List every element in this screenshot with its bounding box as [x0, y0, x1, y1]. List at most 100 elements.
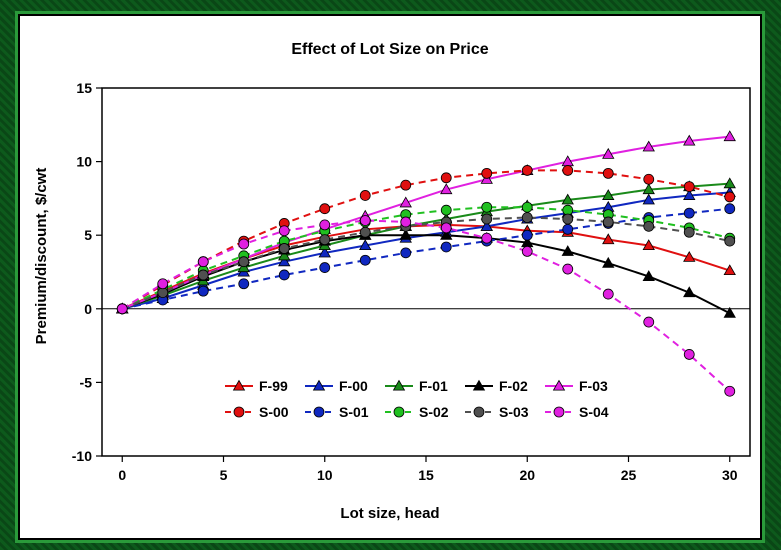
- x-tick-label: 15: [418, 467, 434, 483]
- legend-entry-s-02: S-02: [385, 404, 449, 420]
- y-tick-label: -5: [80, 374, 93, 390]
- legend-entry-f-99: F-99: [225, 378, 288, 394]
- data-point-f-00: [480, 220, 493, 231]
- data-point-f-00: [318, 246, 331, 258]
- data-point-s-01: [440, 241, 452, 253]
- legend-marker: [232, 379, 246, 391]
- data-point-s-04: [238, 238, 250, 250]
- data-point-f-02: [440, 228, 453, 240]
- data-point-s-01: [521, 229, 533, 241]
- data-point-s-00: [724, 191, 736, 203]
- legend: F-99 F-00 F-01 F-02 F-03 S-00 S-01 S-02 S-03 S-04: [225, 378, 609, 420]
- data-point-f-00: [359, 239, 372, 251]
- data-point-s-00: [440, 172, 452, 184]
- data-point-s-03: [643, 220, 655, 232]
- legend-entry-f-00: F-00: [305, 378, 368, 394]
- series-line-f-02: [121, 234, 731, 315]
- data-point-f-01: [561, 193, 574, 205]
- legend-entry-s-04: S-04: [545, 404, 609, 420]
- data-point-s-04: [197, 256, 209, 268]
- data-point-f-99: [723, 264, 736, 276]
- legend-marker: [233, 406, 245, 418]
- legend-marker: [313, 406, 325, 418]
- data-point-s-04: [319, 219, 331, 231]
- chart-panel: Effect of Lot Size on Price Lot size, he…: [15, 11, 765, 543]
- data-point-s-02: [481, 201, 493, 213]
- data-point-s-01: [562, 223, 574, 235]
- legend-label: F-03: [579, 378, 608, 394]
- data-point-f-03: [440, 183, 453, 195]
- legend-marker: [472, 379, 486, 391]
- legend-marker: [473, 406, 485, 418]
- legend-label: S-00: [259, 404, 289, 420]
- series-line-s-00: [121, 169, 730, 310]
- legend-marker: [392, 379, 406, 391]
- data-point-s-01: [319, 262, 331, 273]
- plot-area: 0 5 10 15 20 25 30 -10 -5 0 5 10 15: [72, 80, 751, 483]
- legend-entry-f-03: F-03: [545, 378, 608, 394]
- legend-marker: [553, 406, 565, 418]
- data-point-s-01: [683, 207, 695, 219]
- data-point-s-00: [683, 181, 695, 193]
- data-point-s-03: [238, 256, 250, 268]
- y-tick-label: -10: [72, 448, 92, 464]
- series-line-s-02: [121, 206, 730, 310]
- data-point-s-04: [683, 349, 695, 360]
- data-point-s-04: [157, 278, 169, 290]
- data-point-s-03: [278, 243, 290, 254]
- data-point-s-00: [562, 165, 574, 176]
- y-tick-label: 10: [76, 154, 92, 170]
- data-point-s-00: [643, 173, 655, 185]
- legend-label: S-04: [579, 404, 609, 420]
- legend-entry-s-01: S-01: [305, 404, 369, 420]
- data-point-f-01: [278, 249, 291, 261]
- data-point-s-01: [400, 247, 412, 259]
- data-point-s-02: [521, 201, 533, 213]
- data-point-s-00: [521, 165, 533, 176]
- data-point-s-04: [440, 222, 452, 234]
- series-line-s-04: [121, 219, 731, 392]
- legend-entry-s-03: S-03: [465, 404, 529, 420]
- y-tick-label: 5: [84, 227, 92, 243]
- data-point-f-00: [642, 193, 655, 205]
- series-line-s-03: [121, 216, 730, 310]
- data-point-s-03: [359, 226, 371, 238]
- data-point-f-99: [642, 239, 655, 251]
- legend-entry-f-01: F-01: [385, 378, 448, 394]
- data-point-f-03: [399, 196, 412, 208]
- data-point-s-01: [724, 203, 736, 215]
- data-point-s-00: [400, 179, 412, 191]
- data-point-s-03: [197, 269, 209, 281]
- legend-label: F-99: [259, 378, 288, 394]
- data-point-s-04: [521, 245, 533, 257]
- data-point-s-04: [400, 216, 412, 228]
- x-tick-label: 30: [722, 467, 738, 483]
- data-point-f-01: [723, 177, 736, 189]
- data-point-f-02: [723, 306, 736, 318]
- data-point-f-00: [278, 255, 291, 267]
- legend-label: F-01: [419, 378, 448, 394]
- data-point-s-01: [278, 269, 290, 281]
- legend-label: S-01: [339, 404, 369, 420]
- y-tick-label: 0: [84, 301, 92, 317]
- x-tick-label: 0: [118, 467, 126, 483]
- data-point-s-04: [562, 263, 574, 275]
- data-point-s-00: [319, 203, 331, 215]
- data-point-f-02: [683, 286, 696, 298]
- y-tick-label: 15: [76, 80, 92, 96]
- data-point-s-04: [278, 225, 290, 237]
- x-tick-label: 20: [519, 467, 535, 483]
- data-point-f-02: [602, 256, 615, 268]
- data-point-f-99: [683, 250, 696, 262]
- data-point-s-04: [724, 385, 736, 397]
- data-point-s-03: [602, 216, 614, 228]
- data-point-s-01: [238, 278, 250, 290]
- data-point-s-04: [481, 232, 493, 244]
- data-point-f-01: [642, 183, 655, 195]
- chart-svg: Effect of Lot Size on Price Lot size, he…: [33, 41, 751, 522]
- data-point-s-00: [359, 190, 371, 201]
- data-point-f-03: [642, 140, 655, 152]
- series-line-f-03: [121, 135, 730, 310]
- legend-entry-s-00: S-00: [225, 404, 289, 420]
- series-line-f-00: [122, 191, 730, 310]
